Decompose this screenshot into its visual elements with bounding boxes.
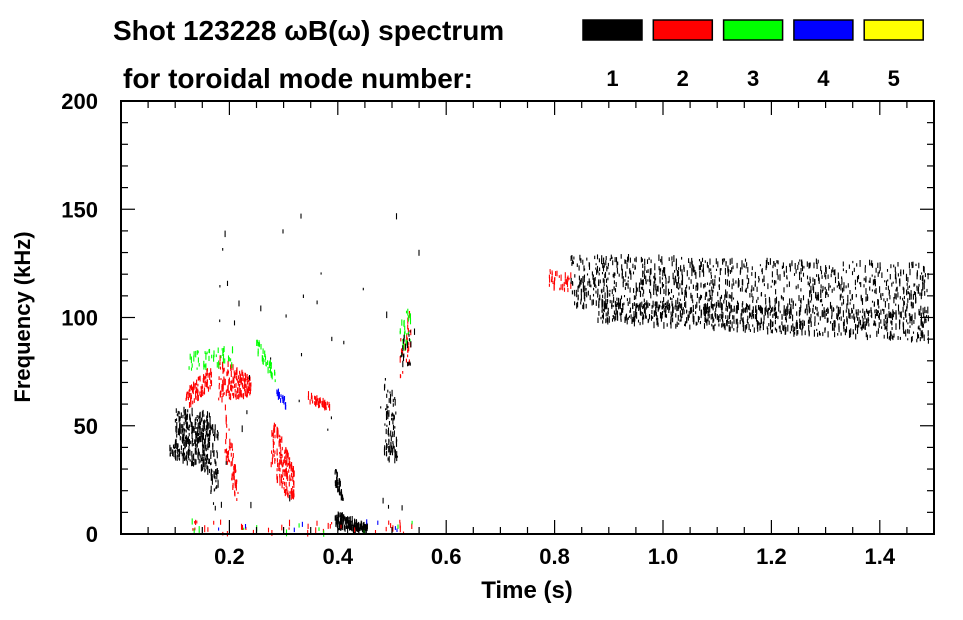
legend-swatch-mode-2 bbox=[652, 19, 714, 41]
x-tick-label: 1.0 bbox=[648, 544, 679, 569]
legend-swatch-mode-1 bbox=[582, 19, 643, 41]
legend-label-mode-2: 2 bbox=[677, 66, 689, 91]
y-tick-label: 100 bbox=[61, 306, 98, 331]
y-tick-label: 0 bbox=[86, 522, 98, 547]
x-tick-label: 1.2 bbox=[756, 544, 787, 569]
x-tick-label: 0.2 bbox=[214, 544, 245, 569]
y-tick-label: 150 bbox=[61, 197, 98, 222]
chart-title: Shot 123228 ωB(ω) spectrum bbox=[113, 15, 504, 46]
legend-swatch-mode-5 bbox=[863, 19, 924, 41]
legend-label-mode-3: 3 bbox=[747, 66, 759, 91]
legend-label-mode-4: 4 bbox=[817, 66, 830, 91]
x-tick-label: 0.4 bbox=[323, 544, 354, 569]
legend: 1 2 3 4 5 bbox=[582, 19, 924, 91]
y-axis-label: Frequency (kHz) bbox=[10, 231, 35, 402]
y-tick-label: 200 bbox=[61, 89, 98, 114]
plot-frame bbox=[120, 100, 935, 535]
axes: 0.2 0.4 0.6 0.8 1.0 1.2 1.4 0 50 100 150 200 bbox=[61, 89, 935, 569]
x-tick-label: 0.6 bbox=[431, 544, 462, 569]
y-tick-label: 50 bbox=[74, 414, 98, 439]
legend-swatch-mode-3 bbox=[722, 19, 784, 41]
legend-caption: for toroidal mode number: bbox=[123, 63, 473, 94]
legend-swatch-mode-4 bbox=[793, 19, 854, 41]
x-axis-label: Time (s) bbox=[481, 577, 573, 604]
spectrogram-marks bbox=[169, 213, 929, 537]
x-tick-label: 0.8 bbox=[539, 544, 570, 569]
x-tick-label: 1.4 bbox=[865, 544, 896, 569]
legend-label-mode-1: 1 bbox=[606, 66, 618, 91]
legend-label-mode-5: 5 bbox=[888, 66, 900, 91]
